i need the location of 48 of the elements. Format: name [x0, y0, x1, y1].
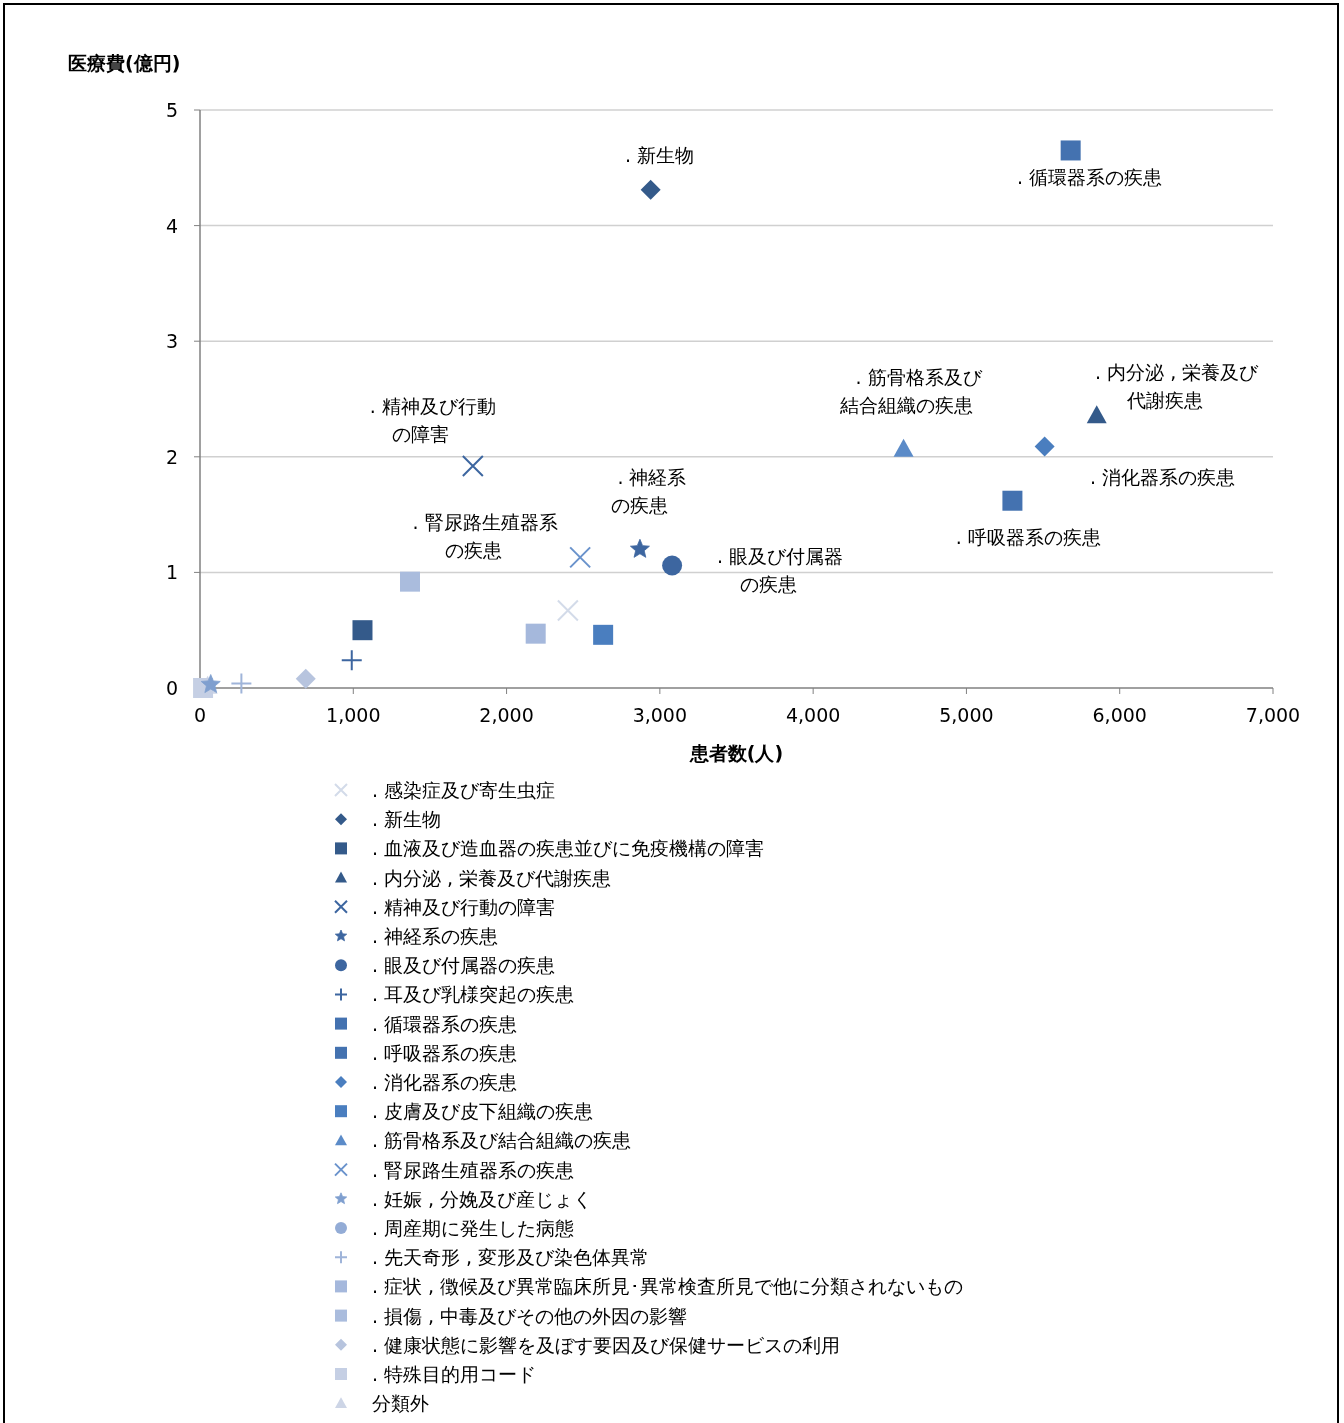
legend-label: . 腎尿路生殖器系の疾患: [372, 1158, 575, 1181]
annotation: . 精神及び行動の障害: [369, 395, 496, 446]
y-tick-label: 3: [165, 330, 178, 353]
legend-label: . 損傷 , 中毒及びその他の外因の影響: [372, 1304, 688, 1327]
legend-label: . 先天奇形 , 変形及び染色体異常: [372, 1246, 650, 1269]
legend-label: . 周産期に発生した病態: [372, 1217, 575, 1239]
legend-label: . 筋骨格系及び結合組織の疾患: [372, 1129, 632, 1152]
x-tick-label: 5,000: [939, 704, 994, 726]
annotation: . 循環器系の疾患: [1017, 166, 1163, 189]
x-axis-title: 患者数(人): [688, 742, 784, 764]
annotation: . 腎尿路生殖器系の疾患: [412, 511, 558, 562]
legend-label: . 妊娠 , 分娩及び産じょく: [372, 1187, 593, 1210]
legend-label: . 症状 , 徴候及び異常臨床所見･異常検査所見で他に分類されないもの: [372, 1275, 964, 1298]
annotation: . 内分泌 , 栄養及び代謝疾患: [1095, 361, 1260, 412]
legend-label: . 感染症及び寄生虫症: [372, 779, 556, 801]
annotation: . 呼吸器系の疾患: [955, 525, 1101, 548]
x-tick-label: 1,000: [326, 704, 381, 726]
y-tick-label: 5: [165, 99, 178, 121]
legend-label: . 呼吸器系の疾患: [372, 1041, 518, 1064]
legend-label: . 皮膚及び皮下組織の疾患: [372, 1100, 594, 1123]
legend-label: . 血液及び造血器の疾患並びに免疫機構の障害: [372, 837, 765, 860]
legend-label: . 循環器系の疾患: [372, 1012, 518, 1035]
annotation: . 眼及び付属器の疾患: [717, 545, 844, 596]
y-axis-title: 医療費(億円): [68, 52, 181, 74]
annotation: . 筋骨格系及び結合組織の疾患: [839, 365, 983, 416]
y-tick-label: 1: [165, 561, 178, 584]
legend-label: . 消化器系の疾患: [372, 1071, 518, 1093]
legend-label: . 神経系の疾患: [372, 925, 499, 947]
legend-label: 分類外: [372, 1392, 429, 1415]
y-tick-label: 0: [165, 677, 178, 699]
x-tick-label: 3,000: [632, 704, 688, 726]
legend-label: . 耳及び乳様突起の疾患: [372, 983, 575, 1006]
annotation: . 神経系の疾患: [611, 466, 687, 517]
x-tick-label: 4,000: [785, 704, 841, 726]
legend-label: . 眼及び付属器の疾患: [372, 954, 556, 977]
legend-label: . 新生物: [372, 808, 442, 831]
legend-label: . 内分泌 , 栄養及び代謝疾患: [372, 866, 612, 889]
y-tick-label: 4: [165, 214, 178, 237]
y-tick-label: 2: [165, 445, 178, 468]
x-tick-label: 6,000: [1092, 704, 1147, 726]
x-tick-label: 7,000: [1245, 704, 1301, 726]
annotation: . 新生物: [625, 143, 695, 166]
legend-label: . 健康状態に影響を及ぼす要因及び保健サービスの利用: [372, 1333, 841, 1356]
legend-label: . 精神及び行動の障害: [372, 895, 556, 918]
x-tick-label: 2,000: [479, 704, 534, 726]
x-tick-label: 0: [193, 704, 207, 726]
annotation: . 消化器系の疾患: [1090, 466, 1236, 489]
legend-label: . 特殊目的用コード: [372, 1363, 537, 1385]
